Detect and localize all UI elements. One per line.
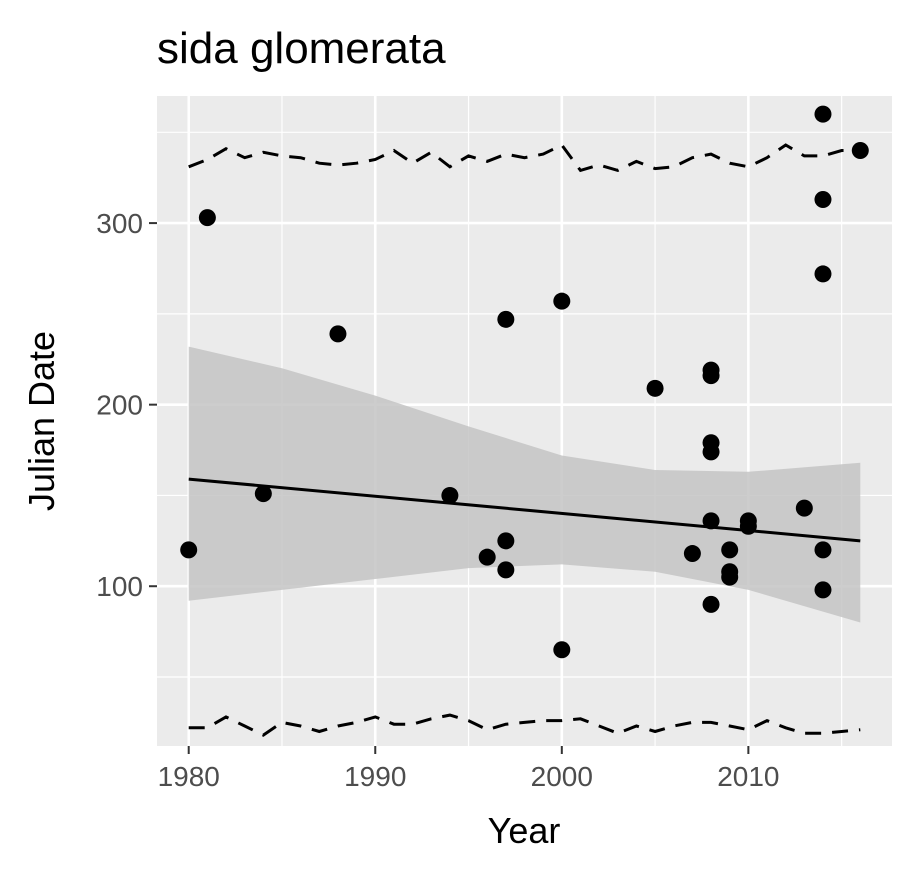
x-tick-label-1990: 1990 <box>344 761 406 792</box>
y-tick-label-200: 200 <box>96 390 143 421</box>
data-point-7 <box>497 532 515 550</box>
data-point-0 <box>180 541 198 559</box>
data-point-18 <box>702 595 720 613</box>
data-point-24 <box>795 499 813 517</box>
x-axis-title: Year <box>488 810 561 851</box>
data-point-30 <box>851 141 869 159</box>
data-point-29 <box>814 581 832 599</box>
data-point-9 <box>553 292 571 310</box>
data-point-23 <box>739 517 757 535</box>
x-tick-label-2010: 2010 <box>717 761 779 792</box>
data-point-6 <box>497 310 515 328</box>
data-point-1 <box>198 209 216 227</box>
data-point-3 <box>329 325 347 343</box>
y-tick-label-300: 300 <box>96 208 143 239</box>
x-tick-label-1980: 1980 <box>158 761 220 792</box>
data-point-12 <box>683 545 701 563</box>
data-point-26 <box>814 190 832 208</box>
data-point-8 <box>497 561 515 579</box>
y-axis: 100 200 300 <box>96 208 157 602</box>
data-point-19 <box>721 541 739 559</box>
data-point-14 <box>702 367 720 385</box>
y-tick-label-100: 100 <box>96 571 143 602</box>
data-point-2 <box>254 485 272 503</box>
data-point-25 <box>814 105 832 123</box>
data-point-10 <box>553 641 571 659</box>
data-point-16 <box>702 443 720 461</box>
chart-title: sida glomerata <box>157 24 446 73</box>
data-point-11 <box>646 379 664 397</box>
data-point-28 <box>814 541 832 559</box>
data-point-5 <box>478 548 496 566</box>
upper-bound-line <box>188 143 861 173</box>
bounds-layer <box>188 143 861 737</box>
points-layer <box>180 105 869 659</box>
data-point-4 <box>441 486 459 504</box>
data-point-17 <box>702 512 720 530</box>
data-point-21 <box>721 568 739 586</box>
data-point-27 <box>814 265 832 283</box>
x-tick-label-2000: 2000 <box>531 761 593 792</box>
y-axis-title: Julian Date <box>21 331 62 511</box>
lower-bound-line <box>188 713 861 737</box>
x-axis: 1980 1990 2000 2010 <box>158 746 780 792</box>
